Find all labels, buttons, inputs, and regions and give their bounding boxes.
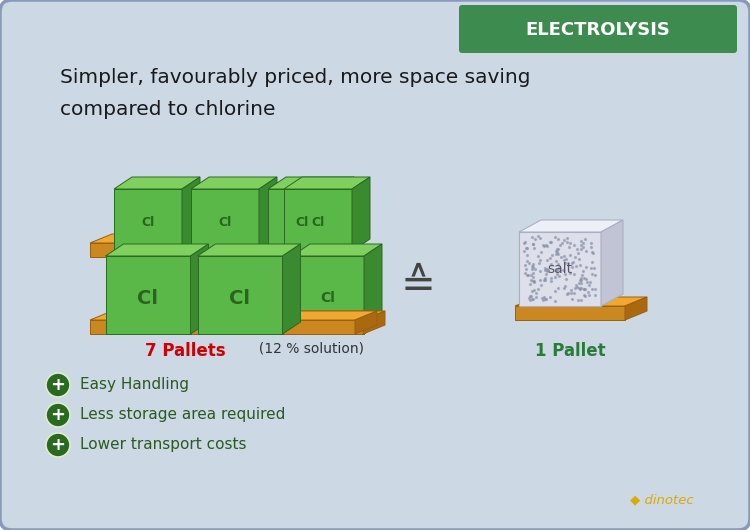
Polygon shape: [198, 234, 335, 243]
Text: +: +: [50, 376, 65, 394]
Circle shape: [46, 403, 70, 427]
Polygon shape: [515, 297, 647, 306]
Text: compared to chlorine: compared to chlorine: [60, 100, 275, 119]
Circle shape: [46, 373, 70, 397]
Polygon shape: [90, 320, 220, 334]
Text: Cl: Cl: [320, 291, 335, 305]
Polygon shape: [268, 320, 363, 334]
Polygon shape: [284, 189, 352, 251]
Polygon shape: [268, 189, 336, 251]
FancyBboxPatch shape: [459, 5, 737, 53]
Polygon shape: [352, 177, 370, 251]
Text: Less storage area required: Less storage area required: [80, 408, 285, 422]
Circle shape: [46, 433, 70, 457]
Text: Cl: Cl: [311, 216, 325, 229]
Polygon shape: [519, 232, 601, 306]
Polygon shape: [225, 320, 355, 334]
Polygon shape: [292, 256, 364, 334]
Polygon shape: [191, 177, 277, 189]
Text: salt: salt: [548, 262, 572, 276]
Polygon shape: [515, 306, 625, 320]
Polygon shape: [191, 189, 259, 251]
Text: ELECTROLYSIS: ELECTROLYSIS: [526, 21, 670, 39]
Text: (12 % solution): (12 % solution): [250, 342, 364, 356]
Polygon shape: [625, 297, 647, 320]
Polygon shape: [106, 244, 208, 256]
Text: +: +: [50, 436, 65, 454]
Polygon shape: [292, 244, 382, 256]
Polygon shape: [190, 244, 208, 334]
Polygon shape: [601, 220, 623, 306]
Polygon shape: [259, 177, 277, 251]
Text: Easy Handling: Easy Handling: [80, 377, 189, 393]
Polygon shape: [197, 244, 301, 256]
Polygon shape: [336, 177, 354, 251]
Text: +: +: [50, 406, 65, 424]
Polygon shape: [90, 234, 227, 243]
Polygon shape: [90, 243, 205, 257]
Text: Lower transport costs: Lower transport costs: [80, 437, 247, 453]
Text: ≙: ≙: [400, 264, 436, 306]
Text: 7 Pallets: 7 Pallets: [145, 342, 225, 360]
Text: Cl: Cl: [141, 216, 154, 229]
Text: Simpler, favourably priced, more space saving: Simpler, favourably priced, more space s…: [60, 68, 530, 87]
Polygon shape: [355, 311, 377, 334]
Polygon shape: [268, 311, 385, 320]
Text: Cl: Cl: [218, 216, 232, 229]
Polygon shape: [197, 256, 283, 334]
Polygon shape: [364, 244, 382, 334]
Text: Cl: Cl: [230, 288, 251, 307]
Text: Cl: Cl: [296, 216, 309, 229]
Text: Cl: Cl: [137, 288, 158, 307]
Polygon shape: [284, 177, 370, 189]
Polygon shape: [198, 243, 313, 257]
Polygon shape: [220, 311, 242, 334]
Polygon shape: [519, 220, 623, 232]
Polygon shape: [106, 256, 190, 334]
Polygon shape: [283, 244, 301, 334]
Text: ◆ dinotec: ◆ dinotec: [630, 493, 694, 507]
Polygon shape: [363, 311, 385, 334]
Polygon shape: [225, 311, 377, 320]
Text: 1 Pallet: 1 Pallet: [535, 342, 605, 360]
Polygon shape: [90, 311, 242, 320]
Polygon shape: [114, 177, 200, 189]
Polygon shape: [182, 177, 200, 251]
Polygon shape: [205, 234, 227, 257]
Polygon shape: [313, 234, 335, 257]
Polygon shape: [268, 177, 354, 189]
Polygon shape: [114, 189, 182, 251]
